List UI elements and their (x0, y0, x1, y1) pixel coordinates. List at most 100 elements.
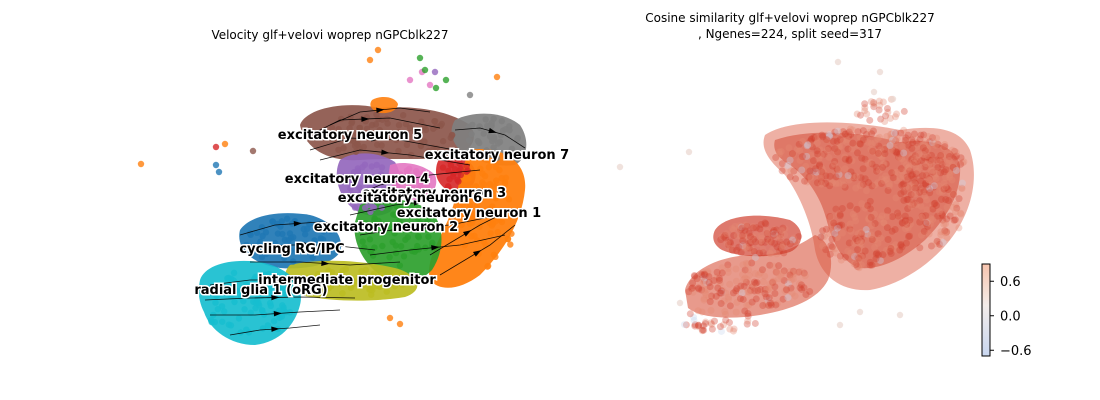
cell-point (432, 84, 440, 92)
similarity-point (756, 225, 764, 233)
similarity-point (919, 172, 927, 180)
similarity-point (750, 248, 758, 256)
cell-point (346, 125, 353, 132)
similarity-point (854, 128, 862, 136)
cell-point (485, 206, 493, 213)
cell-point (384, 132, 391, 139)
cell-point (439, 164, 447, 171)
similarity-point (877, 234, 885, 242)
similarity-point (766, 284, 774, 292)
similarity-point (864, 230, 872, 238)
similarity-point (825, 230, 833, 238)
similarity-point (874, 179, 882, 187)
similarity-point (852, 235, 860, 243)
similarity-point (957, 210, 965, 218)
similarity-point (755, 240, 763, 248)
similarity-point (768, 246, 776, 254)
similarity-point (795, 233, 803, 241)
similarity-point (724, 261, 732, 269)
similarity-point (929, 216, 937, 224)
similarity-point (700, 271, 708, 279)
similarity-point (857, 228, 865, 236)
similarity-point (748, 246, 756, 254)
similarity-point (742, 243, 750, 251)
similarity-point (830, 222, 838, 230)
similarity-point (851, 213, 859, 221)
similarity-point (879, 160, 887, 168)
similarity-point (689, 279, 697, 287)
cell-point (484, 263, 491, 270)
similarity-point (857, 111, 865, 119)
similarity-point (759, 245, 767, 253)
cell-point (242, 281, 250, 289)
similarity-point (708, 320, 716, 328)
similarity-point (817, 151, 825, 159)
cell-point (423, 181, 431, 189)
cell-point (361, 204, 369, 212)
similarity-point (834, 148, 842, 156)
similarity-point (916, 218, 924, 226)
cell-point (351, 204, 359, 211)
similarity-point (855, 254, 863, 262)
similarity-point (826, 172, 834, 180)
similarity-point (883, 105, 891, 113)
similarity-point (790, 234, 798, 242)
similarity-point (910, 159, 918, 167)
similarity-point (795, 280, 803, 288)
cell-point (329, 136, 337, 143)
similarity-point (897, 165, 905, 173)
similarity-point (801, 177, 809, 185)
similarity-point (897, 240, 905, 248)
similarity-point (804, 141, 812, 149)
streamline-arrowhead (400, 178, 410, 184)
cell-point (483, 147, 490, 154)
similarity-point (927, 215, 935, 223)
similarity-point (769, 231, 777, 239)
cell-point (512, 212, 519, 219)
similarity-point (917, 177, 925, 185)
similarity-point (922, 219, 930, 227)
similarity-point (938, 210, 946, 218)
cell-point (416, 132, 424, 139)
similarity-point (806, 140, 814, 148)
cluster-label: excitatory neuron 7 (425, 148, 569, 163)
similarity-point (777, 231, 785, 239)
cell-point (212, 299, 219, 306)
similarity-point (940, 185, 948, 193)
cell-point (258, 307, 266, 314)
similarity-point (905, 232, 913, 240)
similarity-point (837, 256, 845, 264)
cell-point (406, 124, 414, 131)
similarity-point (736, 295, 744, 303)
similarity-point (900, 107, 908, 115)
similarity-point (828, 220, 836, 228)
similarity-point (899, 142, 907, 150)
similarity-point (755, 271, 763, 279)
similarity-point (885, 180, 893, 188)
similarity-point (863, 110, 871, 118)
similarity-point (765, 301, 773, 309)
similarity-point (698, 286, 706, 294)
similarity-point (879, 163, 887, 171)
similarity-point (858, 230, 866, 238)
similarity-point (928, 139, 936, 147)
streamline-arrowhead (271, 294, 280, 301)
cell-point (278, 313, 286, 320)
similarity-point (835, 166, 843, 174)
similarity-point (735, 225, 743, 233)
similarity-point (892, 148, 900, 156)
similarity-point (867, 98, 875, 106)
cell-point (384, 173, 391, 180)
similarity-point (888, 135, 896, 143)
cell-point (461, 241, 468, 249)
similarity-point (699, 277, 707, 285)
similarity-point (864, 139, 872, 147)
cell-point (359, 238, 366, 245)
cell-point (225, 274, 232, 282)
similarity-point (921, 139, 929, 147)
similarity-point (892, 241, 900, 249)
similarity-point (737, 233, 745, 241)
similarity-point (941, 143, 949, 151)
similarity-point (909, 201, 917, 209)
similarity-point (878, 147, 886, 155)
